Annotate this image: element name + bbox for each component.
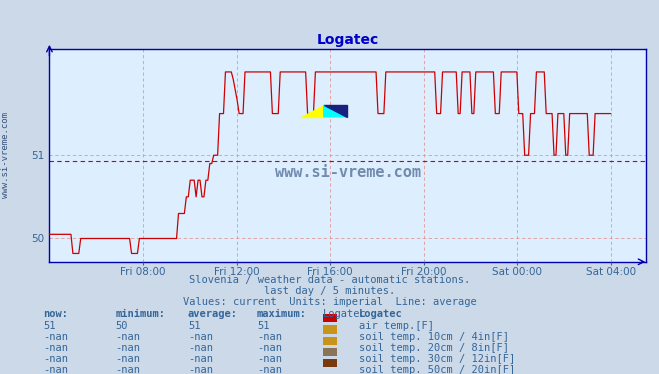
Text: www.si-vreme.com: www.si-vreme.com <box>275 165 420 180</box>
Text: 50: 50 <box>115 321 128 331</box>
Text: -nan: -nan <box>188 354 213 364</box>
Text: -nan: -nan <box>115 332 140 342</box>
Text: -nan: -nan <box>257 354 282 364</box>
Text: now:: now: <box>43 309 68 319</box>
Title: Logatec: Logatec <box>316 33 379 47</box>
Text: -nan: -nan <box>188 365 213 374</box>
Text: -nan: -nan <box>43 365 68 374</box>
Text: Logatec: Logatec <box>359 309 403 319</box>
Text: minimum:: minimum: <box>115 309 165 319</box>
Text: -nan: -nan <box>115 354 140 364</box>
Text: -nan: -nan <box>188 343 213 353</box>
Text: soil temp. 20cm / 8in[F]: soil temp. 20cm / 8in[F] <box>359 343 509 353</box>
Text: air temp.[F]: air temp.[F] <box>359 321 434 331</box>
Polygon shape <box>324 105 347 117</box>
Polygon shape <box>301 105 324 117</box>
Text: average:: average: <box>188 309 238 319</box>
Text: -nan: -nan <box>43 332 68 342</box>
Text: soil temp. 50cm / 20in[F]: soil temp. 50cm / 20in[F] <box>359 365 515 374</box>
Text: -nan: -nan <box>43 343 68 353</box>
Text: Logatec: Logatec <box>323 309 366 319</box>
Text: -nan: -nan <box>257 332 282 342</box>
Text: -nan: -nan <box>188 332 213 342</box>
Text: last day / 5 minutes.: last day / 5 minutes. <box>264 286 395 296</box>
Text: 51: 51 <box>188 321 200 331</box>
Text: 51: 51 <box>257 321 270 331</box>
Text: soil temp. 30cm / 12in[F]: soil temp. 30cm / 12in[F] <box>359 354 515 364</box>
Text: 51: 51 <box>43 321 55 331</box>
Text: Slovenia / weather data - automatic stations.: Slovenia / weather data - automatic stat… <box>189 275 470 285</box>
Text: -nan: -nan <box>257 365 282 374</box>
Text: Values: current  Units: imperial  Line: average: Values: current Units: imperial Line: av… <box>183 297 476 307</box>
Text: -nan: -nan <box>43 354 68 364</box>
Polygon shape <box>324 105 347 117</box>
Text: soil temp. 10cm / 4in[F]: soil temp. 10cm / 4in[F] <box>359 332 509 342</box>
Text: -nan: -nan <box>257 343 282 353</box>
Text: -nan: -nan <box>115 365 140 374</box>
Text: maximum:: maximum: <box>257 309 307 319</box>
Text: -nan: -nan <box>115 343 140 353</box>
Text: www.si-vreme.com: www.si-vreme.com <box>1 112 10 198</box>
